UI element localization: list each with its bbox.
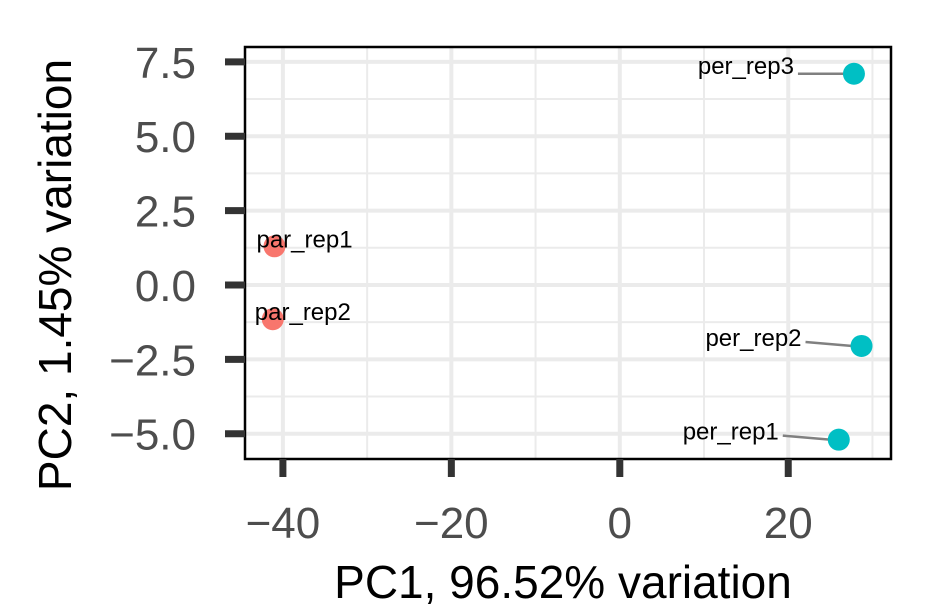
y-axis-tick-label: 2.5: [135, 188, 196, 237]
data-point: [827, 428, 850, 451]
data-point: [850, 334, 873, 357]
plot-panel-border: [243, 45, 893, 461]
data-point-labels: par_rep1 par_rep2 per_rep3 per_rep2 per_rep1: [255, 53, 802, 446]
data-point: [263, 235, 286, 258]
y-axis-tick-label: 5.0: [135, 113, 196, 162]
x-axis-tick-label: −20: [414, 499, 489, 548]
data-point-label: per_rep1: [683, 419, 779, 446]
label-leader-line: [782, 434, 830, 441]
x-axis-tick-label: −40: [246, 499, 321, 548]
x-axis-tick-label: 20: [764, 499, 813, 548]
data-point: [842, 62, 865, 85]
data-points: [261, 62, 873, 451]
data-point-label: par_rep1: [256, 226, 352, 253]
axis-tick-labels: −40 −20 0 20 −5.0 −2.5 0.0 2.5 5.0 7.5: [109, 39, 813, 548]
data-point-label: par_rep2: [255, 299, 351, 326]
x-axis-tick-label: 0: [608, 499, 632, 548]
y-axis-tick-label: 0.0: [135, 262, 196, 311]
x-axis-title: PC1, 96.52% variation: [334, 556, 792, 608]
y-axis-title: PC2, 1.45% variation: [29, 59, 81, 491]
y-axis-tick-label: −2.5: [109, 336, 196, 385]
data-point: [261, 308, 284, 331]
data-point-label: per_rep2: [705, 325, 801, 352]
y-axis-tick-label: 7.5: [135, 39, 196, 88]
minor-gridlines: [245, 47, 891, 459]
label-leader-lines: [782, 72, 853, 441]
y-axis-tick-label: −5.0: [109, 411, 196, 460]
data-point-label: per_rep3: [698, 53, 794, 80]
axis-ticks: [225, 58, 792, 477]
major-gridlines: [245, 47, 891, 459]
label-leader-line: [805, 340, 853, 348]
